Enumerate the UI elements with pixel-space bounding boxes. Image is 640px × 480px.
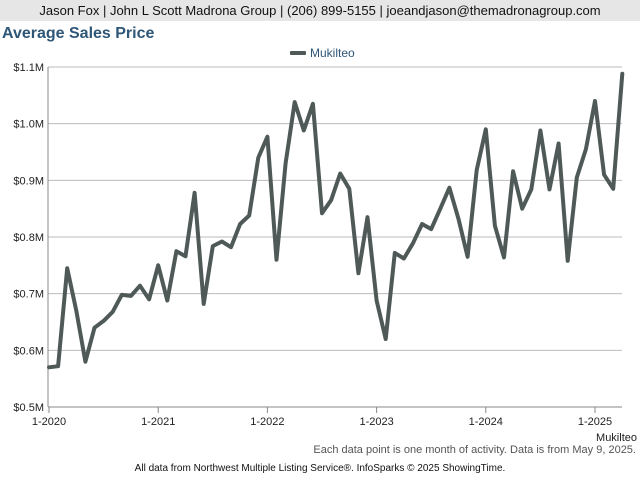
agent-contact-header: Jason Fox | John L Scott Madrona Group |… bbox=[0, 0, 640, 21]
y-tick-label: $0.9M bbox=[13, 175, 44, 187]
series-line bbox=[47, 71, 625, 370]
chart-title: Average Sales Price bbox=[2, 25, 155, 42]
y-tick-label: $0.5M bbox=[13, 402, 44, 414]
x-axis-series-label: Mukilteo bbox=[596, 432, 637, 444]
x-tick-label: 1-2025 bbox=[578, 416, 612, 428]
legend-label: Mukilteo bbox=[310, 46, 355, 60]
x-tick-label: 1-2023 bbox=[359, 416, 393, 428]
x-tick-label: 1-2021 bbox=[141, 416, 175, 428]
x-tick-label: 1-2020 bbox=[32, 416, 66, 428]
data-source-footer: All data from Northwest Multiple Listing… bbox=[134, 463, 506, 474]
x-tick-label: 1-2022 bbox=[250, 416, 284, 428]
y-tick-label: $0.7M bbox=[13, 289, 44, 301]
activity-note: Each data point is one month of activity… bbox=[313, 444, 636, 456]
series-mukilteo bbox=[47, 71, 625, 370]
y-tick-label: $0.8M bbox=[13, 232, 44, 244]
y-tick-label: $1.1M bbox=[13, 62, 44, 74]
grid-lines bbox=[48, 66, 622, 408]
legend: Mukilteo bbox=[290, 46, 355, 60]
y-tick-label: $0.6M bbox=[13, 345, 44, 357]
x-tick-label: 1-2024 bbox=[469, 416, 503, 428]
y-tick-label: $1.0M bbox=[13, 119, 44, 131]
axes: $0.5M $0.6M $0.7M $0.8M $0.9M $1.0M $1.1M 1-202… bbox=[13, 62, 622, 428]
legend-swatch bbox=[290, 51, 306, 55]
